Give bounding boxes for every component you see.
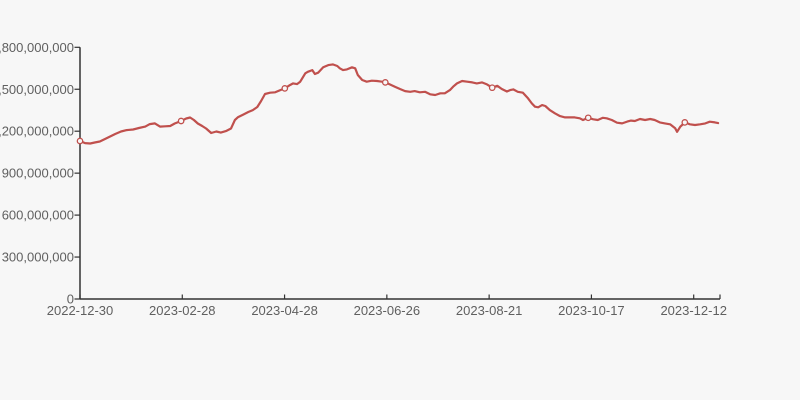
y-tick-label: 600,000,000 bbox=[2, 208, 74, 223]
x-tick-label: 2023-02-28 bbox=[149, 303, 216, 318]
series-line bbox=[78, 63, 720, 145]
data-point-marker[interactable] bbox=[488, 84, 496, 92]
x-tick-label: 2023-08-21 bbox=[456, 303, 523, 318]
x-tick-label: 2023-06-26 bbox=[354, 303, 421, 318]
y-tick-label: 1,800,000,000 bbox=[0, 40, 74, 55]
data-point-marker[interactable] bbox=[381, 79, 389, 86]
x-tick-label: 2023-12-12 bbox=[660, 303, 727, 318]
data-point-marker[interactable] bbox=[584, 114, 592, 122]
y-tick-label: 1,200,000,000 bbox=[0, 124, 74, 139]
y-tick-label: 0 bbox=[67, 292, 74, 307]
data-point-marker[interactable] bbox=[281, 85, 289, 92]
y-tick-label: 1,500,000,000 bbox=[0, 82, 74, 97]
y-tick-label: 900,000,000 bbox=[2, 166, 74, 181]
data-point-marker[interactable] bbox=[76, 137, 84, 145]
data-point-marker[interactable] bbox=[681, 119, 689, 126]
x-tick-label: 2022-12-30 bbox=[47, 303, 114, 318]
x-tick-label: 2023-10-17 bbox=[558, 303, 625, 318]
data-point-marker[interactable] bbox=[177, 117, 185, 125]
x-tick-label: 2023-04-28 bbox=[251, 303, 318, 318]
y-tick-label: 300,000,000 bbox=[2, 250, 74, 265]
